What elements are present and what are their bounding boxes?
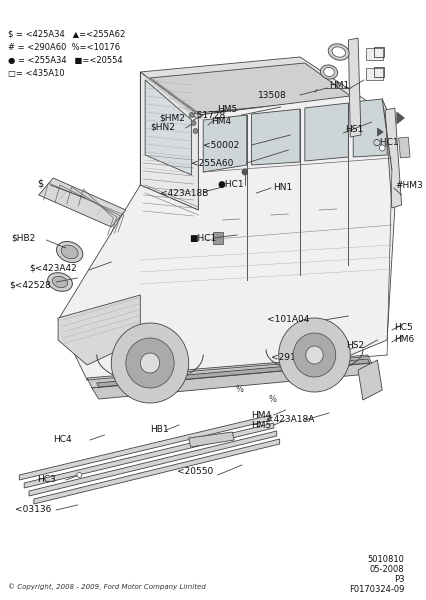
Polygon shape (19, 415, 271, 480)
Polygon shape (203, 115, 246, 172)
Text: HM4: HM4 (251, 410, 271, 419)
Text: %: % (236, 385, 243, 395)
Text: $ = <425A34   ▲=<255A62: $ = <425A34 ▲=<255A62 (8, 30, 125, 39)
Polygon shape (377, 128, 382, 136)
Polygon shape (140, 57, 357, 115)
Text: $<423A42: $<423A42 (29, 263, 77, 272)
Circle shape (305, 346, 322, 364)
Text: <255A60: <255A60 (190, 160, 233, 169)
Text: HM6: HM6 (393, 335, 413, 344)
Text: HM4: HM4 (210, 118, 230, 127)
Polygon shape (58, 95, 396, 380)
Text: HB1: HB1 (150, 425, 168, 434)
Circle shape (293, 333, 335, 377)
Text: ●HC1: ●HC1 (217, 181, 244, 190)
Polygon shape (251, 109, 299, 165)
Text: © Copyright, 2008 - 2009, Ford Motor Company Limited: © Copyright, 2008 - 2009, Ford Motor Com… (8, 583, 205, 590)
Text: $: $ (37, 178, 43, 188)
Text: <20550: <20550 (177, 467, 213, 476)
Polygon shape (34, 439, 279, 504)
Bar (213, 232, 222, 244)
Ellipse shape (331, 47, 345, 57)
Text: HM5: HM5 (251, 421, 271, 430)
Text: □= <435A10: □= <435A10 (8, 69, 64, 78)
Ellipse shape (56, 241, 83, 263)
Bar (374, 67, 383, 77)
Polygon shape (97, 359, 369, 387)
Ellipse shape (61, 245, 78, 259)
Text: HS2: HS2 (345, 341, 364, 350)
Text: 5010810: 5010810 (367, 555, 403, 564)
Text: # = <290A60  %=<10176: # = <290A60 %=<10176 (8, 43, 120, 52)
Polygon shape (304, 103, 348, 161)
Text: <29144: <29144 (271, 353, 306, 362)
Ellipse shape (320, 65, 337, 79)
Bar (398, 137, 409, 158)
Bar (365, 48, 382, 60)
Polygon shape (357, 360, 381, 400)
Circle shape (378, 145, 384, 151)
Text: 05-2008: 05-2008 (369, 565, 403, 574)
Polygon shape (92, 363, 378, 399)
Text: <423A18B: <423A18B (159, 188, 207, 197)
Text: #HM3: #HM3 (395, 181, 423, 190)
Polygon shape (352, 99, 386, 157)
Ellipse shape (48, 272, 72, 292)
Text: ○HC1: ○HC1 (371, 139, 398, 148)
Text: $HB2: $HB2 (12, 233, 36, 242)
Text: <101A04: <101A04 (266, 316, 309, 325)
Text: $HN2: $HN2 (150, 122, 175, 131)
Circle shape (191, 121, 196, 125)
Text: 13508: 13508 (258, 91, 286, 100)
Circle shape (278, 318, 349, 392)
Text: F0170324-09: F0170324-09 (348, 585, 403, 594)
Text: $<42528: $<42528 (10, 280, 51, 289)
Text: ■HC1: ■HC1 (188, 233, 216, 242)
Circle shape (111, 323, 188, 403)
Text: <03136: <03136 (14, 505, 51, 514)
Polygon shape (29, 431, 276, 496)
Text: HM1: HM1 (328, 80, 348, 89)
Bar (365, 68, 382, 80)
Ellipse shape (52, 276, 67, 288)
Polygon shape (348, 38, 360, 137)
Text: <50002: <50002 (203, 142, 239, 151)
Bar (374, 47, 383, 57)
Text: HM5: HM5 (216, 106, 236, 115)
Circle shape (140, 353, 159, 373)
Circle shape (193, 128, 197, 133)
Polygon shape (39, 178, 126, 227)
Text: HN1: HN1 (272, 184, 291, 193)
Polygon shape (87, 355, 371, 388)
Ellipse shape (323, 67, 334, 77)
Circle shape (77, 473, 81, 478)
Polygon shape (188, 432, 233, 447)
Text: ● = <255A34   ■=<20554: ● = <255A34 ■=<20554 (8, 56, 122, 65)
Text: HC5: HC5 (393, 323, 412, 331)
Polygon shape (58, 295, 140, 365)
Text: HC3: HC3 (37, 475, 55, 485)
Text: $HM2: $HM2 (159, 113, 185, 122)
Circle shape (242, 169, 247, 175)
Text: %: % (268, 395, 276, 404)
Polygon shape (140, 72, 198, 210)
Polygon shape (145, 80, 191, 175)
Text: <51728: <51728 (188, 112, 225, 121)
Circle shape (126, 338, 174, 388)
Circle shape (189, 113, 193, 118)
Text: HS1: HS1 (345, 125, 363, 134)
Text: P3: P3 (393, 575, 403, 584)
Polygon shape (396, 112, 403, 124)
Polygon shape (150, 63, 352, 113)
Polygon shape (384, 108, 400, 208)
Text: HC4: HC4 (53, 436, 72, 445)
Polygon shape (24, 423, 273, 488)
Ellipse shape (328, 44, 348, 60)
Text: <423A18A: <423A18A (265, 415, 314, 425)
